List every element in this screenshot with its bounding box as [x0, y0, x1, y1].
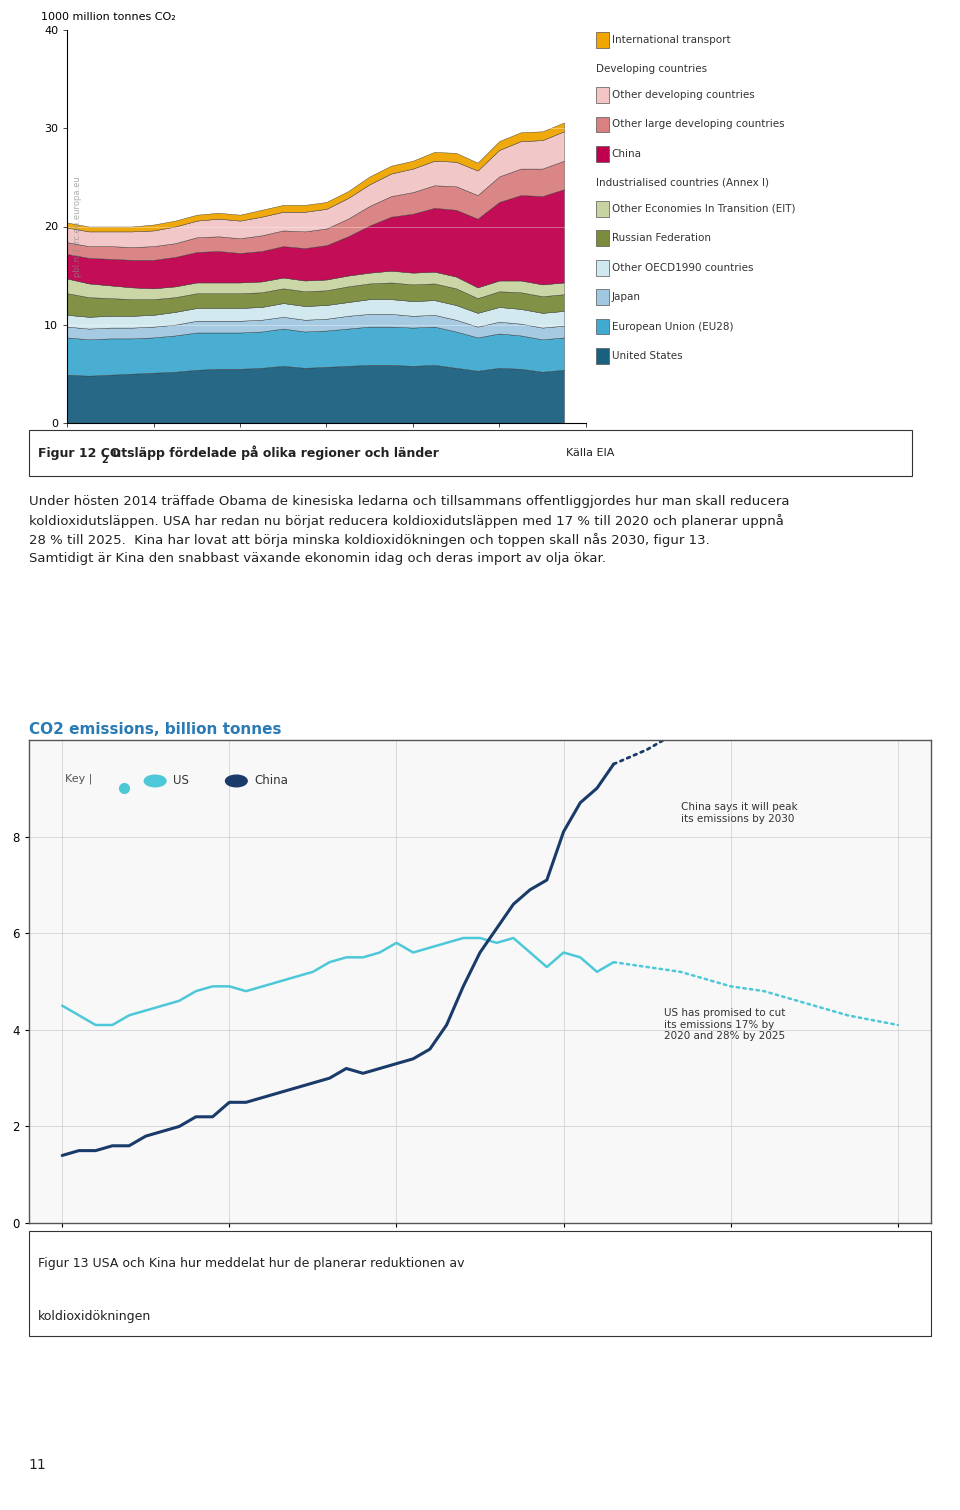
- Text: pbl.nl / jrc.eu.europa.eu: pbl.nl / jrc.eu.europa.eu: [73, 177, 82, 276]
- Y-axis label: 1000 million tonnes CO₂: 1000 million tonnes CO₂: [41, 12, 176, 23]
- FancyBboxPatch shape: [596, 201, 609, 216]
- Text: China says it will peak
its emissions by 2030: China says it will peak its emissions by…: [681, 802, 797, 824]
- Circle shape: [226, 775, 247, 787]
- Text: Other developing countries: Other developing countries: [612, 91, 755, 100]
- Text: China: China: [254, 775, 288, 788]
- Text: Other OECD1990 countries: Other OECD1990 countries: [612, 263, 753, 273]
- FancyBboxPatch shape: [596, 260, 609, 275]
- FancyBboxPatch shape: [596, 231, 609, 246]
- Text: Other large developing countries: Other large developing countries: [612, 119, 784, 130]
- FancyBboxPatch shape: [596, 146, 609, 162]
- Text: SOURCE: EIA: SOURCE: EIA: [860, 1262, 923, 1271]
- Text: GUARDIAN GRAPHIC: GUARDIAN GRAPHIC: [37, 1262, 137, 1271]
- Text: Other Economies In Transition (EIT): Other Economies In Transition (EIT): [612, 204, 795, 214]
- Text: Industrialised countries (Annex I): Industrialised countries (Annex I): [596, 177, 769, 187]
- Text: European Union (EU28): European Union (EU28): [612, 322, 733, 332]
- Text: CO2 emissions, billion tonnes: CO2 emissions, billion tonnes: [29, 722, 281, 737]
- Text: Developing countries: Developing countries: [596, 63, 708, 74]
- FancyBboxPatch shape: [596, 349, 609, 364]
- FancyBboxPatch shape: [596, 116, 609, 133]
- FancyBboxPatch shape: [596, 88, 609, 103]
- Circle shape: [144, 775, 166, 787]
- Text: Figur 13 USA och Kina hur meddelat hur de planerar reduktionen av: Figur 13 USA och Kina hur meddelat hur d…: [37, 1256, 465, 1270]
- Text: 2: 2: [101, 455, 108, 465]
- Text: China: China: [612, 149, 641, 159]
- Text: Under hösten 2014 träffade Obama de kinesiska ledarna och tillsammans offentligg: Under hösten 2014 träffade Obama de kine…: [29, 495, 789, 565]
- Text: US: US: [173, 775, 189, 788]
- FancyBboxPatch shape: [29, 430, 912, 476]
- Text: Figur 12 CO: Figur 12 CO: [37, 447, 120, 459]
- FancyBboxPatch shape: [596, 290, 609, 305]
- Text: Källa EIA: Källa EIA: [559, 448, 614, 458]
- Text: Japan: Japan: [612, 291, 640, 302]
- Text: Key |: Key |: [65, 773, 92, 784]
- Text: Russian Federation: Russian Federation: [612, 233, 710, 243]
- Text: US has promised to cut
its emissions 17% by
2020 and 28% by 2025: US has promised to cut its emissions 17%…: [663, 1009, 785, 1042]
- Text: 11: 11: [29, 1457, 46, 1472]
- FancyBboxPatch shape: [596, 32, 609, 48]
- Text: United States: United States: [612, 350, 683, 361]
- Text: koldioxidökningen: koldioxidökningen: [37, 1309, 151, 1323]
- FancyBboxPatch shape: [596, 319, 609, 334]
- Text: International transport: International transport: [612, 35, 731, 45]
- Text: utsläpp fördelade på olika regioner och länder: utsläpp fördelade på olika regioner och …: [108, 445, 439, 461]
- FancyBboxPatch shape: [29, 1231, 931, 1336]
